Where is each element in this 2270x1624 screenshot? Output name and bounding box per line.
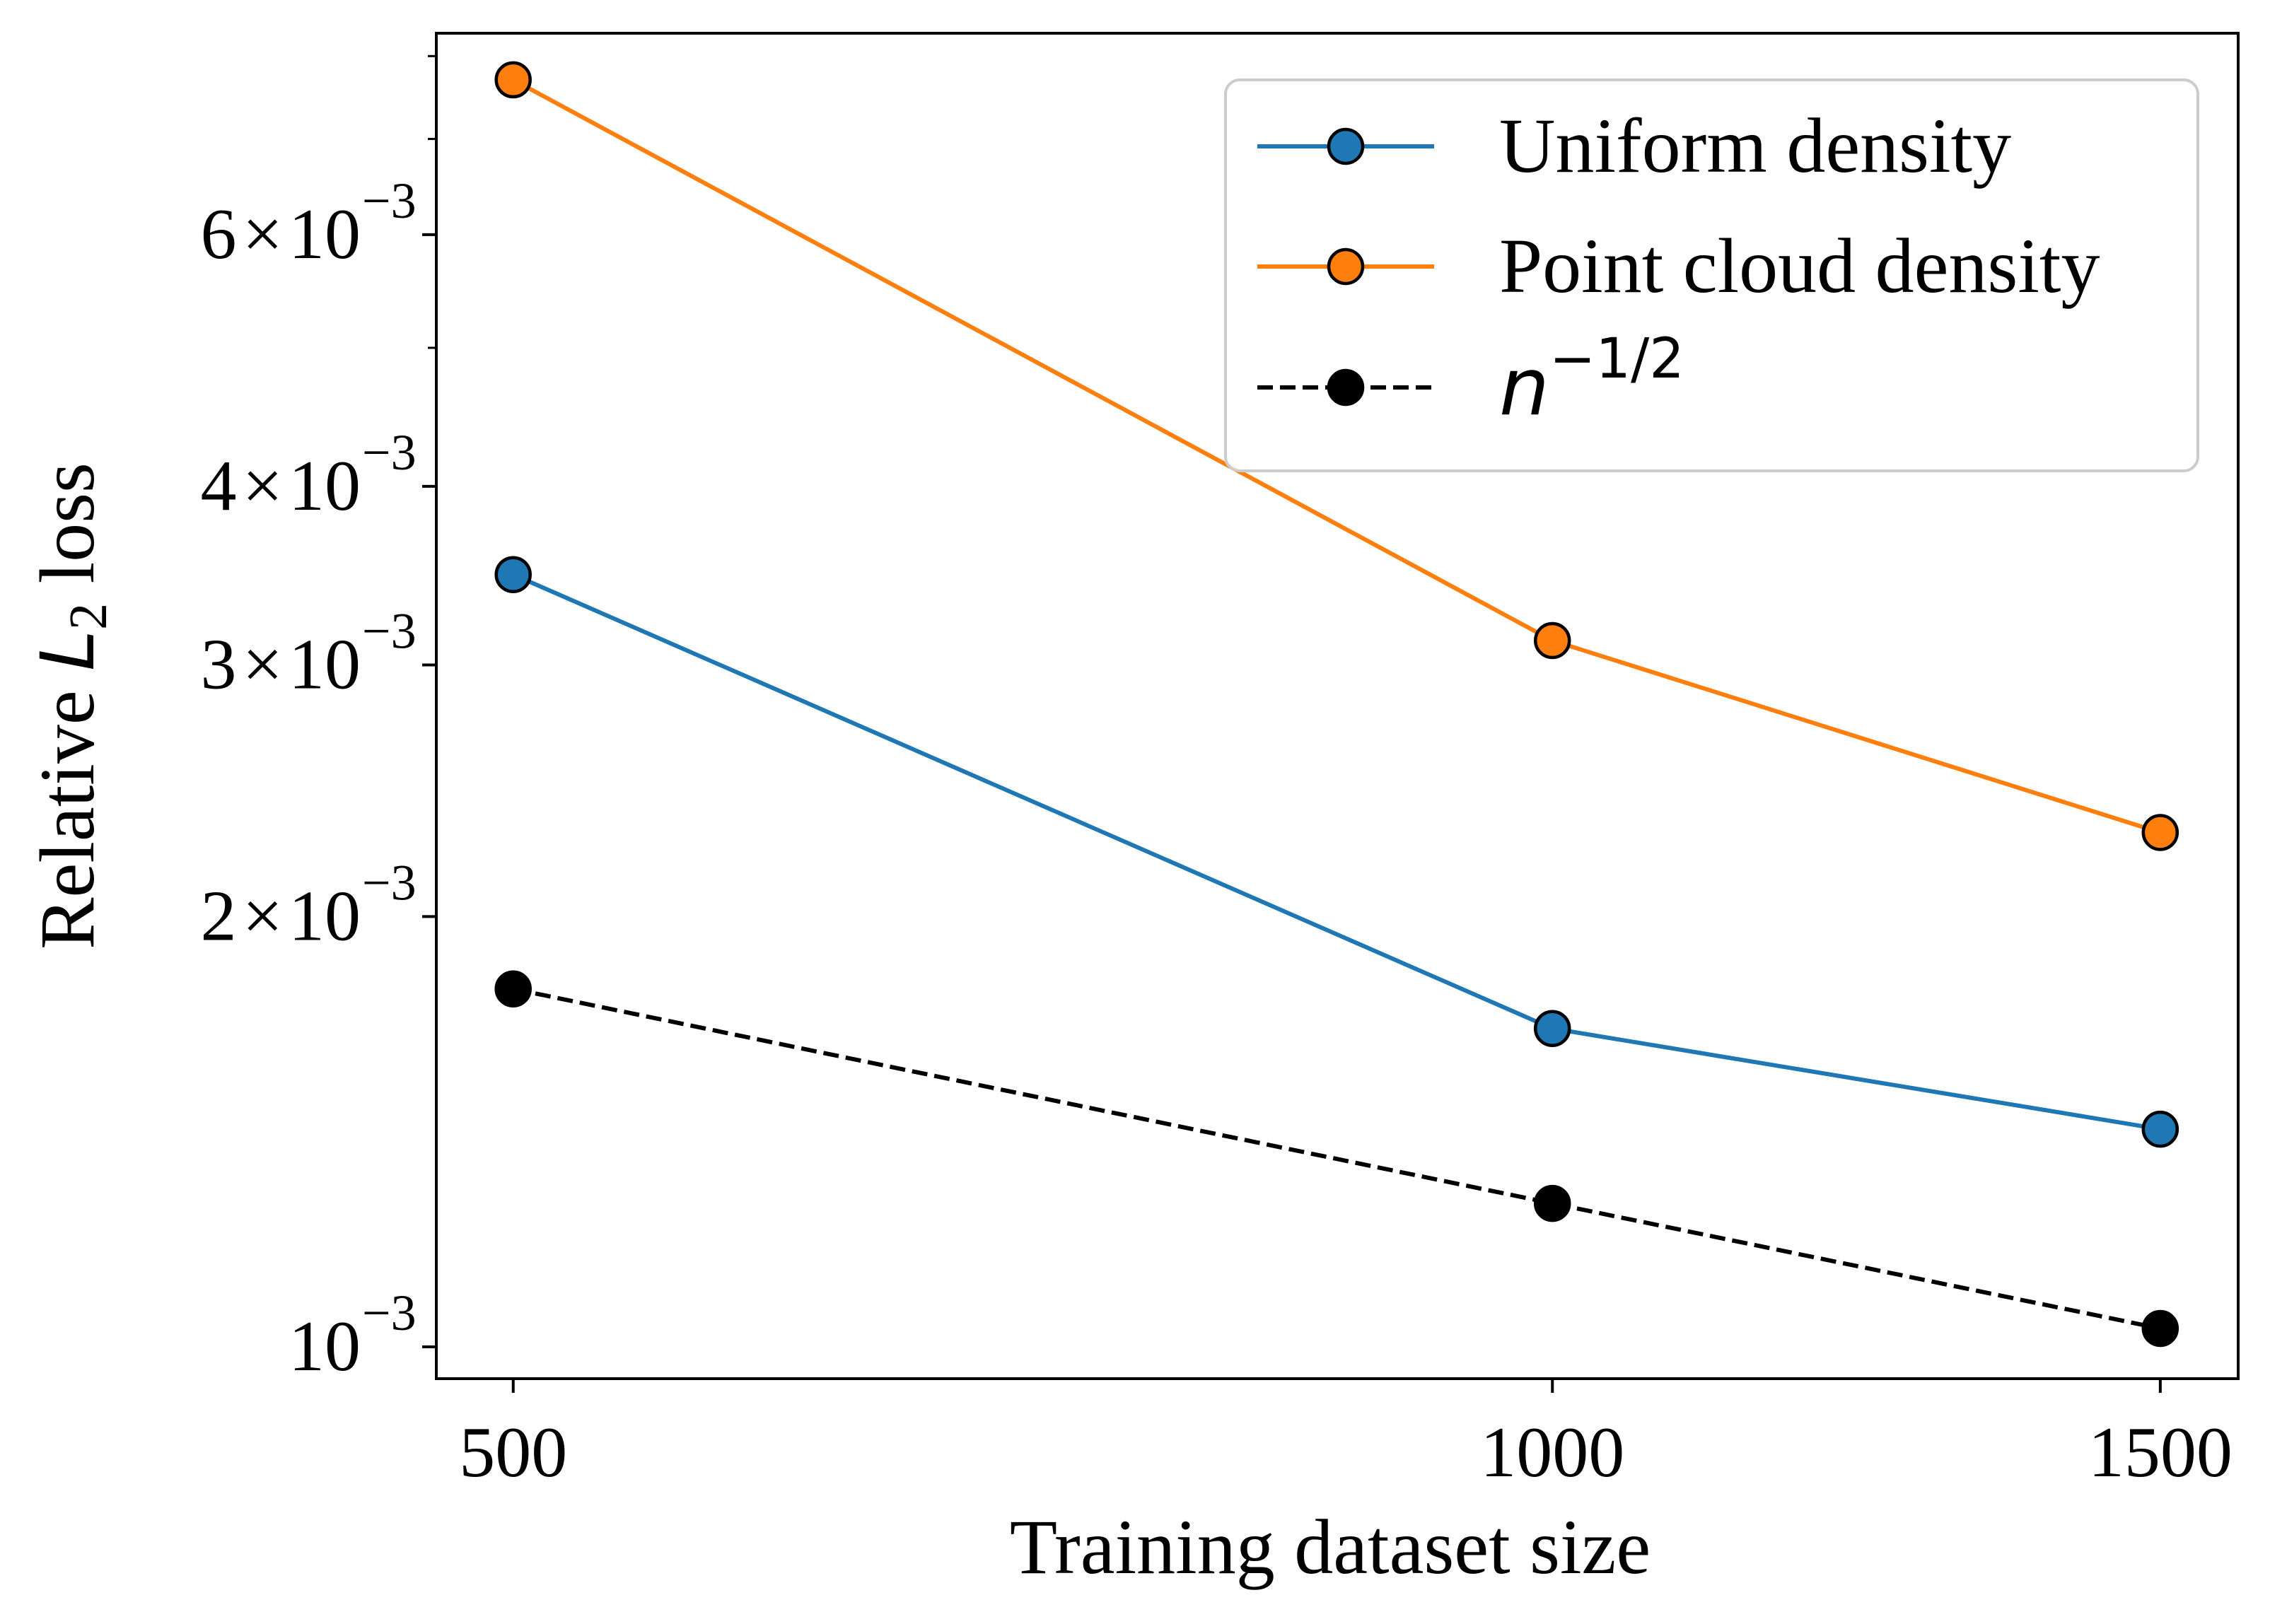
y-axis-label-suffix: loss bbox=[24, 462, 110, 603]
series-0-point-0 bbox=[494, 556, 532, 593]
plot-frame bbox=[435, 32, 2240, 1380]
series-line-0 bbox=[512, 572, 2161, 1132]
y-tick-mantissa: 2 bbox=[200, 876, 236, 956]
y-tick-mantissa: 6 bbox=[200, 194, 236, 274]
y-tick-label-3: 4×10 bbox=[200, 446, 361, 526]
y-tick-exponent-1: −3 bbox=[362, 854, 417, 911]
legend-label-base: n bbox=[1499, 341, 1549, 433]
y-tick-exponent-2: −3 bbox=[362, 602, 417, 659]
y-axis-label: Relative L2 loss bbox=[24, 462, 118, 950]
y-tick-base: 10 bbox=[289, 624, 361, 704]
y-tick-mantissa: 3 bbox=[200, 624, 236, 704]
y-axis-label-prefix: Relative bbox=[24, 671, 110, 950]
legend-label-2: n−1/2 bbox=[1499, 327, 1684, 433]
series-1-point-1 bbox=[1533, 621, 1571, 660]
times-symbol: × bbox=[242, 194, 283, 274]
series-1-point-0 bbox=[494, 61, 532, 99]
y-tick-exponent-0: −3 bbox=[362, 1285, 417, 1341]
series-2-point-0 bbox=[494, 970, 532, 1007]
series-2-point-2 bbox=[2141, 1309, 2179, 1348]
y-tick-base: 10 bbox=[289, 1307, 361, 1386]
x-tick-label-2: 1500 bbox=[2088, 1413, 2233, 1492]
y-tick-exponent-3: −3 bbox=[362, 424, 417, 481]
legend-marker-1 bbox=[1327, 247, 1365, 286]
legend-label-1: Point cloud density bbox=[1499, 223, 2100, 309]
legend: Uniform density Point cloud density n−1/2 bbox=[1224, 78, 2199, 472]
series-line-2 bbox=[513, 986, 2161, 1331]
y-axis-label-subscript: 2 bbox=[59, 603, 118, 630]
times-symbol: × bbox=[242, 876, 283, 956]
y-tick-label-1: 2×10 bbox=[200, 876, 361, 956]
y-axis-label-var: L bbox=[25, 630, 111, 671]
y-tick-label-0: 10 bbox=[289, 1307, 361, 1386]
y-tick-base: 10 bbox=[289, 876, 361, 956]
times-symbol: × bbox=[242, 446, 283, 526]
plot-area bbox=[494, 61, 2179, 1348]
legend-marker-2 bbox=[1327, 368, 1365, 407]
x-axis-label: Training dataset size bbox=[1010, 1504, 1651, 1590]
y-tick-exponent-4: −3 bbox=[362, 173, 417, 229]
series-1-point-2 bbox=[2141, 814, 2179, 851]
y-tick-label-4: 6×10 bbox=[200, 194, 361, 274]
x-tick-label-0: 500 bbox=[459, 1413, 567, 1492]
legend-label-0: Uniform density bbox=[1499, 103, 2011, 189]
y-tick-base: 10 bbox=[289, 194, 361, 274]
series-2-point-1 bbox=[1533, 1184, 1571, 1222]
legend-marker-0 bbox=[1327, 127, 1365, 165]
y-tick-mantissa: 4 bbox=[200, 446, 236, 526]
times-symbol: × bbox=[242, 624, 283, 704]
y-tick-label-2: 3×10 bbox=[200, 624, 361, 704]
series-0-point-2 bbox=[2141, 1110, 2179, 1148]
series-0-point-1 bbox=[1533, 1010, 1571, 1047]
y-tick-base: 10 bbox=[289, 446, 361, 526]
legend-box bbox=[1224, 78, 2199, 472]
x-tick-label-1: 1000 bbox=[1480, 1413, 1624, 1492]
legend-label-exponent: −1/2 bbox=[1549, 327, 1684, 391]
